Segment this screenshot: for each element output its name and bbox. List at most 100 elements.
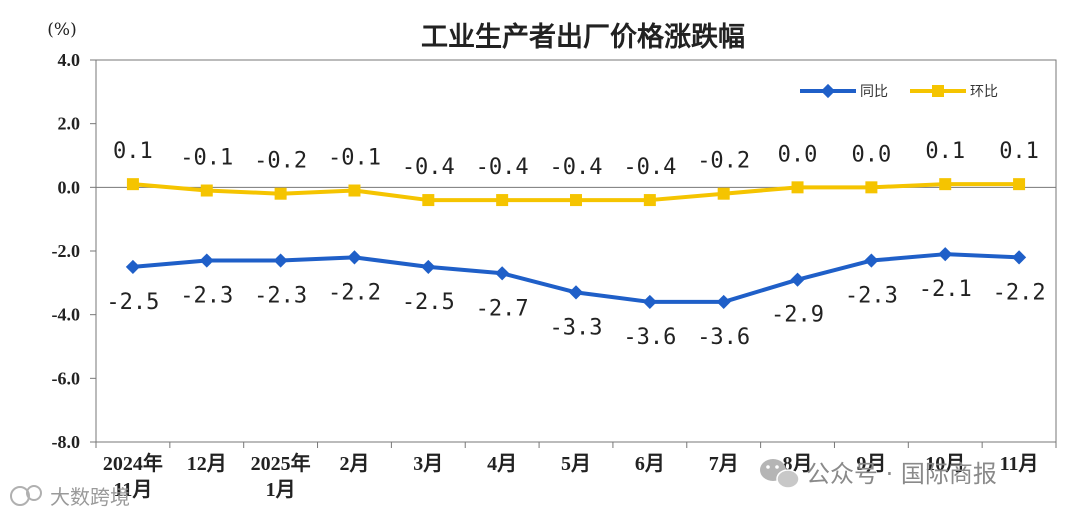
x-tick-label-line: 5月 bbox=[561, 453, 591, 475]
legend-item-mom: 环比 bbox=[910, 84, 998, 100]
legend: 同比 环比 bbox=[800, 83, 998, 100]
watermark-left-text: 大数跨境 bbox=[50, 485, 130, 509]
data-label: -2.3 bbox=[180, 284, 233, 309]
watermark-right: 公众号 · 国际商报 bbox=[760, 459, 997, 489]
data-label: -0.4 bbox=[550, 155, 603, 180]
x-tick-label-line: 11月 bbox=[113, 479, 152, 501]
data-label: -0.4 bbox=[402, 155, 455, 180]
data-label: -3.3 bbox=[550, 315, 603, 340]
data-point bbox=[570, 194, 582, 207]
x-tick-label-line: 4月 bbox=[487, 453, 517, 475]
x-tick-label: 3月 bbox=[413, 453, 443, 475]
x-tick-label: 6月 bbox=[635, 453, 665, 475]
data-point bbox=[716, 294, 731, 310]
x-tick-label: 4月 bbox=[487, 453, 517, 475]
data-label: -2.2 bbox=[328, 280, 381, 305]
series-yoy bbox=[125, 247, 1027, 310]
data-point bbox=[1012, 250, 1027, 265]
x-tick-label-line: 1月 bbox=[266, 479, 296, 501]
data-point bbox=[273, 253, 288, 268]
data-label: -2.5 bbox=[106, 290, 159, 315]
data-label: -2.1 bbox=[919, 277, 972, 302]
data-point bbox=[717, 187, 730, 200]
data-point bbox=[200, 184, 213, 197]
data-point bbox=[864, 253, 879, 268]
data-labels: -2.5 -2.3 -2.3 -2.2 -2.5 -2.7 -3.3 -3.6 -3.6 -2.9… bbox=[106, 139, 1045, 350]
data-point bbox=[791, 181, 804, 194]
x-tick-label: 5月 bbox=[561, 453, 591, 475]
watermark-logo-icon bbox=[10, 486, 30, 506]
data-label: 0.0 bbox=[778, 142, 818, 167]
data-label: -2.3 bbox=[254, 284, 307, 309]
x-tick-label: 11月 bbox=[1000, 453, 1039, 475]
data-point bbox=[125, 259, 140, 274]
wechat-icon bbox=[760, 459, 800, 489]
data-point bbox=[347, 250, 362, 265]
watermark-left: 大数跨境 bbox=[10, 485, 130, 509]
data-label: -0.4 bbox=[623, 155, 676, 180]
legend-label-yoy: 同比 bbox=[860, 84, 888, 100]
legend-item-yoy: 同比 bbox=[800, 83, 888, 100]
data-label: -2.7 bbox=[476, 296, 529, 321]
data-point bbox=[421, 259, 436, 274]
y-unit-label: (%) bbox=[47, 20, 76, 40]
y-tick-label: 0.0 bbox=[58, 177, 81, 197]
y-tick-label: 4.0 bbox=[58, 50, 81, 70]
data-point bbox=[1013, 178, 1026, 191]
data-point bbox=[422, 194, 435, 207]
x-tick-label: 2025年 1月 bbox=[251, 451, 311, 501]
x-tick-label-line: 6月 bbox=[635, 453, 665, 475]
data-label: -2.9 bbox=[771, 303, 824, 328]
data-label: -0.1 bbox=[328, 146, 381, 171]
y-tick-label: -4.0 bbox=[52, 305, 81, 325]
x-tick-label: 12月 bbox=[187, 453, 227, 475]
data-point bbox=[938, 247, 953, 262]
data-point bbox=[496, 194, 509, 207]
x-tick-label-line: 9月 bbox=[856, 453, 886, 475]
series-layer bbox=[125, 178, 1027, 310]
data-point bbox=[939, 178, 952, 191]
x-tick-label-line: 3月 bbox=[413, 453, 443, 475]
data-point bbox=[643, 194, 656, 207]
x-tick-label-line: 10月 bbox=[925, 453, 965, 475]
x-tick-label: 2024年 11月 bbox=[103, 451, 163, 501]
data-point bbox=[790, 272, 805, 287]
y-tick-label: 2.0 bbox=[58, 114, 81, 134]
x-tick-label-line: 2月 bbox=[339, 453, 369, 475]
y-tick-label: -8.0 bbox=[52, 432, 81, 452]
x-tick-label-line: 11月 bbox=[1000, 453, 1039, 475]
data-point bbox=[126, 178, 139, 191]
chart-title: 工业生产者出厂价格涨跌幅 bbox=[421, 22, 745, 53]
data-label: -0.1 bbox=[180, 146, 233, 171]
x-tick-label-line: 12月 bbox=[187, 453, 227, 475]
data-point bbox=[348, 184, 361, 197]
data-point bbox=[199, 253, 214, 268]
data-point bbox=[865, 181, 878, 194]
x-tick-label-line: 7月 bbox=[709, 453, 739, 475]
data-label: -2.2 bbox=[993, 280, 1046, 305]
data-label: -0.2 bbox=[254, 149, 307, 174]
data-label: -3.6 bbox=[697, 325, 750, 350]
data-point bbox=[642, 294, 657, 310]
data-label: -0.2 bbox=[697, 149, 750, 174]
legend-square-marker bbox=[932, 85, 944, 97]
y-axis-ticks: 4.0 2.0 0.0 -2.0 -4.0 -6.0 -8.0 bbox=[52, 50, 96, 452]
x-tick-label: 9月 bbox=[856, 453, 886, 475]
series-mom bbox=[126, 178, 1026, 207]
y-tick-label: -2.0 bbox=[52, 241, 81, 261]
x-tick-label: 10月 bbox=[925, 453, 965, 475]
data-label: 0.1 bbox=[925, 139, 965, 164]
data-label: -2.5 bbox=[402, 290, 455, 315]
x-tick-label-line: 2024年 bbox=[103, 451, 163, 475]
data-point bbox=[495, 266, 510, 281]
data-label: 0.0 bbox=[852, 142, 892, 167]
watermark-right-text: 公众号 · 国际商报 bbox=[806, 460, 997, 488]
legend-diamond-marker bbox=[820, 83, 836, 99]
plot-frame bbox=[95, 59, 1057, 443]
axes bbox=[95, 59, 1057, 443]
x-tick-label: 7月 bbox=[709, 453, 739, 475]
data-label: 0.1 bbox=[113, 139, 153, 164]
data-point bbox=[274, 187, 287, 200]
